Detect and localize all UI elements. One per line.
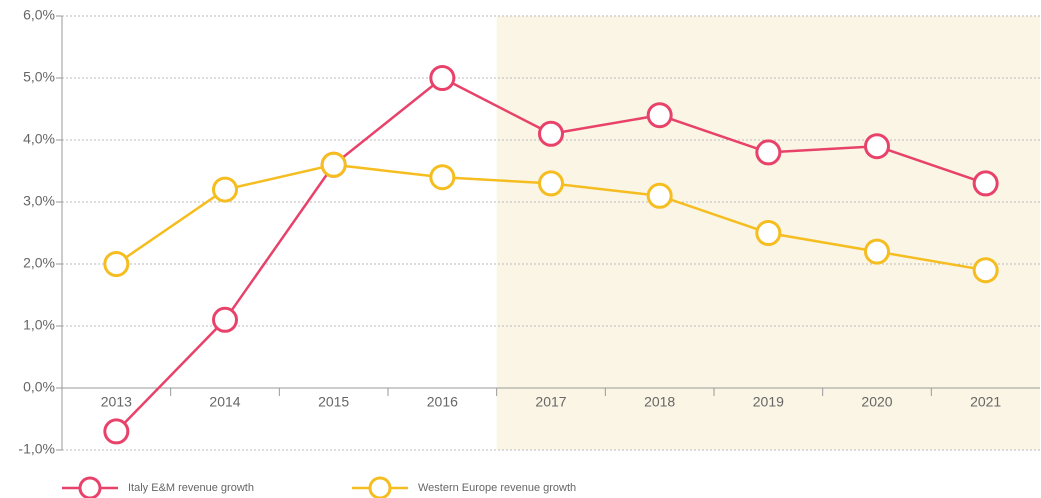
x-tick-label: 2015 [318, 394, 349, 410]
y-tick-label: 1,0% [23, 317, 55, 333]
legend-label: Western Europe revenue growth [418, 482, 576, 494]
point [212, 306, 238, 333]
y-tick-label: 6,0% [23, 7, 55, 23]
y-tick-label: 2,0% [23, 255, 55, 271]
legend-marker [368, 476, 392, 498]
legend-marker [78, 476, 102, 498]
point [972, 257, 999, 284]
point [212, 176, 238, 203]
legend-label: Italy E&M revenue growth [128, 482, 254, 494]
point [538, 170, 564, 197]
point [538, 120, 564, 147]
point [972, 170, 999, 197]
point [646, 102, 673, 129]
point [429, 65, 456, 91]
x-tick-label: 2020 [861, 394, 892, 410]
x-tick-label: 2021 [970, 394, 1001, 410]
y-tick-label: 3,0% [23, 193, 55, 209]
point [755, 220, 782, 246]
x-tick-label: 2013 [101, 394, 132, 410]
point [103, 418, 130, 445]
point [320, 151, 347, 178]
x-tick-label: 2017 [535, 394, 566, 410]
point [864, 133, 890, 160]
x-tick-label: 2016 [427, 394, 458, 410]
point [755, 139, 782, 166]
y-tick-label: 0,0% [23, 379, 55, 395]
point [103, 251, 130, 277]
x-tick-label: 2019 [753, 394, 784, 410]
x-tick-label: 2018 [644, 394, 675, 410]
x-tick-label: 2014 [209, 394, 240, 410]
y-tick-label: -1,0% [18, 441, 55, 457]
point [429, 164, 456, 191]
point [646, 182, 673, 209]
y-tick-label: 5,0% [23, 69, 55, 85]
y-tick-label: 4,0% [23, 131, 55, 147]
point [864, 238, 890, 265]
